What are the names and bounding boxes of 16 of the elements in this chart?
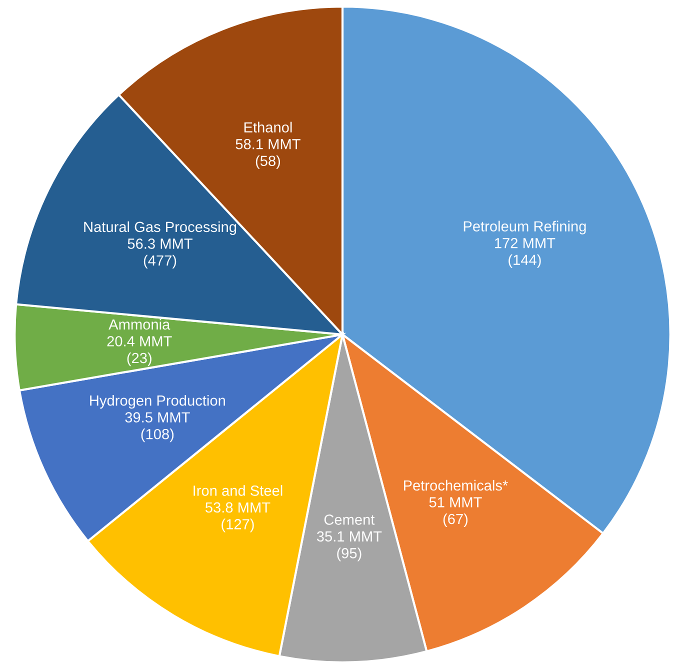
slice-label: Hydrogen Production — [90, 395, 225, 409]
data-label: 53.8 MMT (127) — [205, 502, 270, 532]
slice-label: Petroleum Refining — [464, 220, 586, 234]
data-label: 35.1 MMT (95) — [316, 531, 382, 562]
data-label: 39.5 MMT (108) — [125, 412, 190, 442]
data-label: 172 MMT (144) — [495, 238, 556, 268]
slice-label: Cement — [324, 514, 375, 525]
slice-label: Iron and Steel — [194, 485, 282, 496]
data-label: 58.1 MMT (58) — [236, 138, 300, 169]
slice-label: Ethanol — [244, 122, 292, 133]
slice-label: Petrochemicals* — [404, 480, 508, 491]
slice-label: Natural Gas Processing — [84, 221, 236, 235]
data-label: 56.3 MMT (477) — [128, 238, 192, 269]
data-label: 20.4 MMT (23) — [107, 336, 172, 366]
slice-label: Ammonia — [108, 318, 170, 330]
data-label: 51 MMT (67) — [429, 497, 482, 528]
